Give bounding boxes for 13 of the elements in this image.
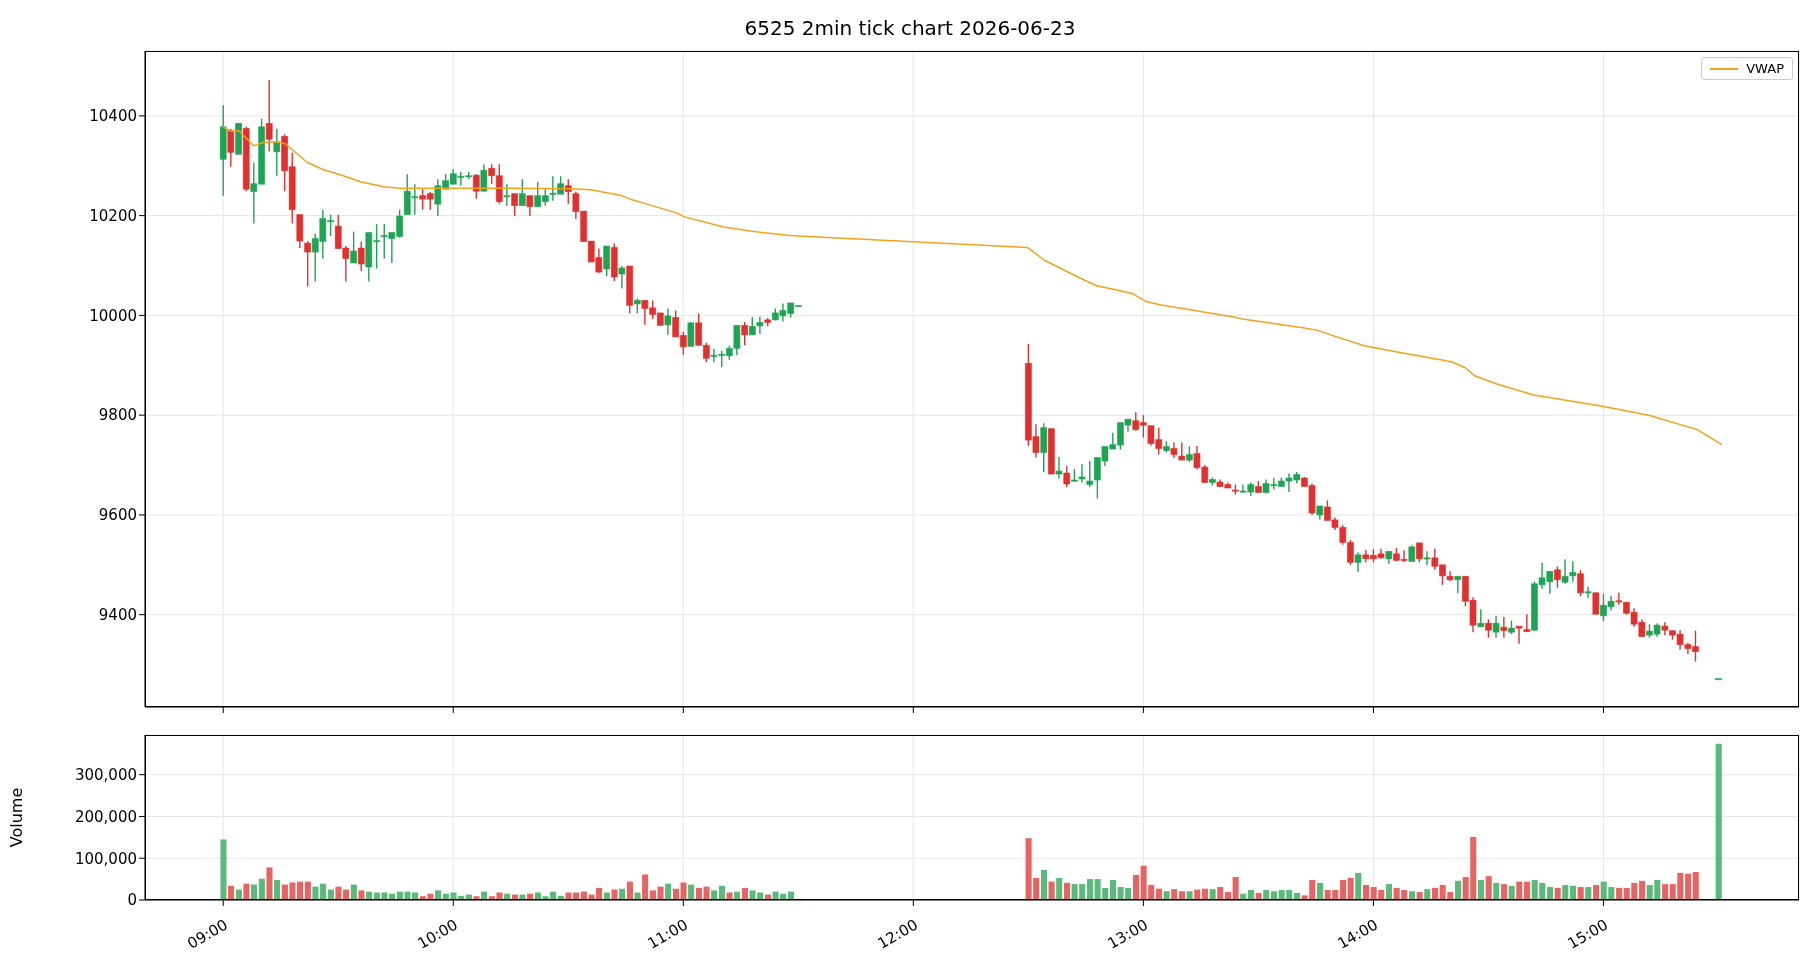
y-axis-title: Volume — [6, 787, 26, 848]
chart-title: 6525 2min tick chart 2026-06-23 — [743, 15, 1077, 42]
y-tick-label: 9400 — [98, 606, 137, 625]
legend-label: VWAP — [1746, 61, 1784, 76]
y-tick-label: 0 — [127, 891, 137, 910]
y-tick-label: 10400 — [89, 107, 137, 126]
y-tick-label: 9600 — [98, 506, 137, 525]
y-tick-label: 9800 — [98, 406, 137, 425]
y-tick-label: 10000 — [89, 306, 137, 325]
y-tick-label: 300,000 — [74, 766, 137, 785]
y-tick-label: 100,000 — [74, 849, 137, 868]
y-tick-label: 200,000 — [74, 807, 137, 826]
y-tick-label: 10200 — [89, 206, 137, 225]
